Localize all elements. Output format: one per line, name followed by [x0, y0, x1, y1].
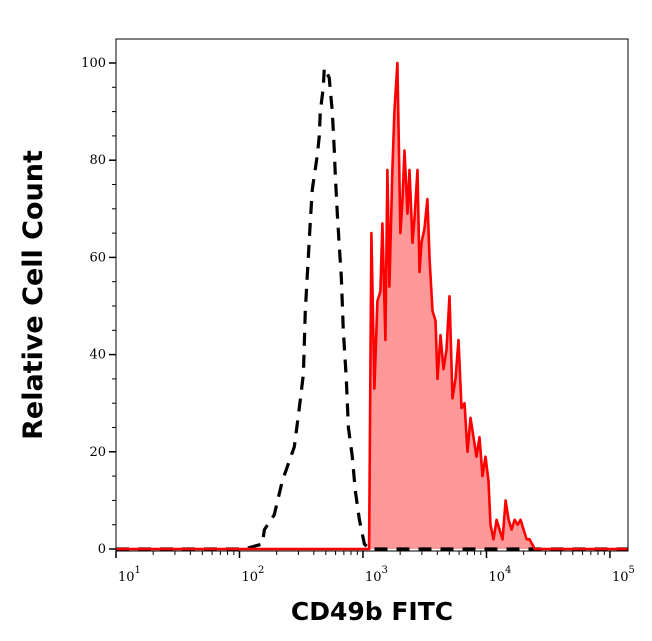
x-tick-label: 101 [118, 565, 141, 585]
plot-frame [115, 38, 629, 552]
y-tick-label: 60 [89, 250, 106, 265]
y-tick-label: 0 [98, 542, 106, 557]
positive-histogram-line [116, 61, 628, 551]
x-tick-label: 104 [488, 565, 511, 585]
y-tick-label: 80 [89, 153, 106, 168]
x-tick-label: 102 [241, 565, 264, 585]
y-tick-label: 20 [89, 445, 106, 460]
x-tick-exponent: 1 [135, 565, 141, 576]
x-axis-title: CD49b FITC [291, 597, 453, 626]
x-tick-base: 10 [118, 570, 135, 585]
x-tick-exponent: 3 [382, 565, 388, 576]
isotype-control-dashed-line [116, 66, 628, 551]
x-tick-base: 10 [365, 570, 382, 585]
x-tick-exponent: 2 [258, 565, 264, 576]
x-tick-label: 103 [365, 565, 388, 585]
x-tick-base: 10 [612, 570, 629, 585]
y-tick-label: 100 [81, 56, 106, 71]
plot-area [116, 61, 628, 551]
y-axis-title: Relative Cell Count [18, 150, 49, 440]
x-tick-exponent: 5 [629, 565, 635, 576]
x-tick-base: 10 [488, 570, 505, 585]
x-tick-label: 105 [612, 565, 635, 585]
x-tick-base: 10 [241, 570, 258, 585]
x-tick-exponent: 4 [505, 565, 511, 576]
y-tick-label: 40 [89, 348, 106, 363]
